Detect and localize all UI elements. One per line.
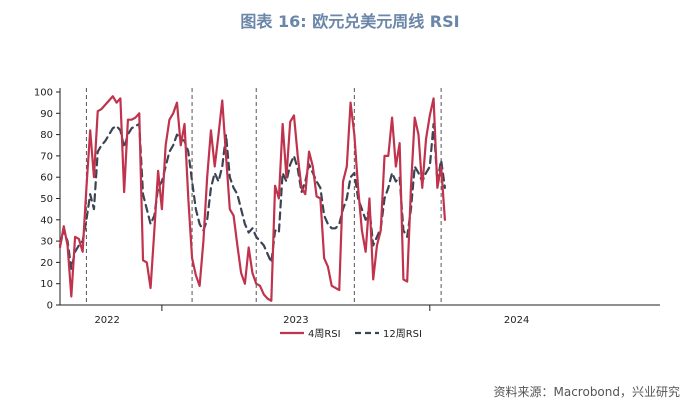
y-tick-label: 90	[40, 109, 53, 120]
legend-label-4w-rsi: 4周RSI	[308, 328, 341, 340]
y-tick-label: 70	[40, 151, 53, 162]
series-layer	[58, 95, 447, 302]
y-tick-label: 50	[40, 194, 53, 205]
series-line-4w-rsi	[58, 95, 447, 302]
chart-title: 图表 16: 欧元兑美元周线 RSI	[240, 12, 460, 31]
source-note: 资料来源：Macrobond，兴业研究	[493, 385, 681, 399]
legend: 4周RSI 12周RSI	[280, 328, 422, 340]
x-year-label: 2024	[504, 315, 529, 326]
legend-label-12w-rsi: 12周RSI	[383, 328, 422, 340]
y-tick-label: 20	[40, 258, 53, 269]
x-year-label: 2023	[283, 315, 308, 326]
y-tick-label: 100	[34, 88, 53, 99]
y-tick-label: 30	[40, 237, 53, 248]
y-tick-label: 80	[40, 130, 53, 141]
y-tick-label: 60	[40, 173, 53, 184]
y-tick-label: 0	[47, 301, 53, 312]
axes: 0 10 20 30 40 50 60 70 80 90 100 2022 2023 2024	[34, 88, 660, 326]
x-year-label: 2022	[94, 315, 119, 326]
y-tick-label: 40	[40, 215, 53, 226]
series-line-12w-rsi	[58, 122, 447, 270]
y-tick-label: 10	[40, 279, 53, 290]
